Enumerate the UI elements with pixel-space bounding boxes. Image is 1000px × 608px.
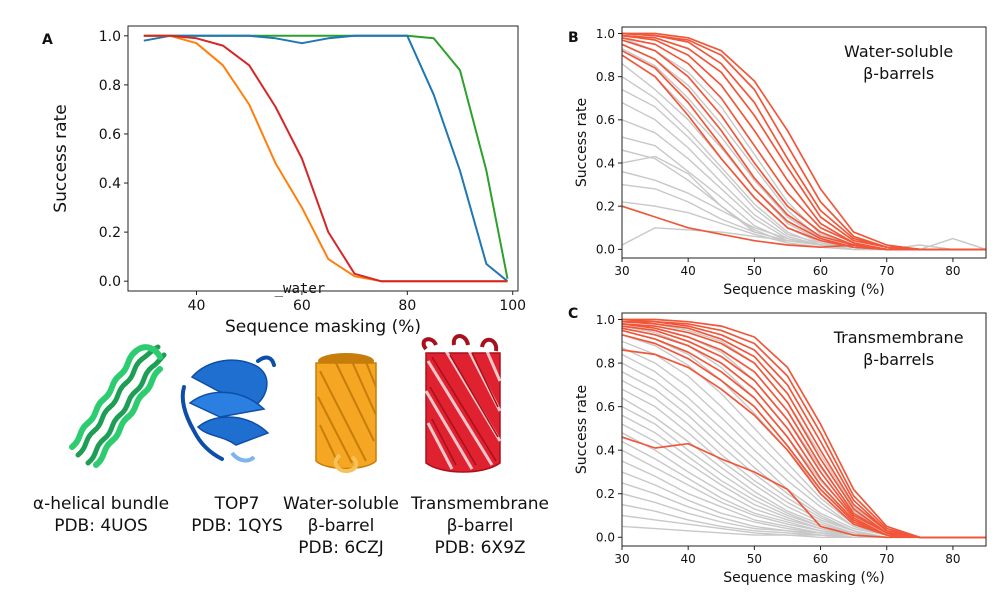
chart-title-line: β-barrels bbox=[863, 350, 934, 369]
x-tick-label: 80 bbox=[945, 552, 960, 566]
y-tick-label: 0.8 bbox=[596, 356, 615, 370]
x-tick-label: 80 bbox=[398, 298, 416, 314]
chart-title-line: Transmembrane bbox=[833, 328, 964, 347]
structure-alpha-helical-bundle-image bbox=[69, 344, 167, 468]
series-line-transmembrane-barrel bbox=[143, 34, 508, 283]
y-tick-label: 0.4 bbox=[99, 176, 121, 192]
x-tick-label: 80 bbox=[945, 264, 960, 278]
x-tick-label: 60 bbox=[293, 298, 311, 314]
caption-line: PDB: 6X9Z bbox=[434, 538, 525, 558]
x-tick-label: 30 bbox=[614, 264, 629, 278]
caption-line: α-helical bundle bbox=[33, 494, 169, 514]
y-tick-label: 1.0 bbox=[99, 29, 121, 45]
chart-c: 30 40 50 60 70 80 0.0 0.2 0.4 0.6 0.8 1.0 Sequence m… bbox=[574, 312, 987, 586]
plot-frame bbox=[621, 312, 987, 547]
y-tick-label: 0.2 bbox=[99, 225, 121, 241]
caption-line: PDB: 4UOS bbox=[54, 516, 148, 536]
chart-title-line: β-barrels bbox=[863, 64, 934, 83]
y-tick-label: 1.0 bbox=[596, 27, 615, 41]
series-line-top7 bbox=[143, 34, 509, 282]
structure-water-soluble-barrel-image bbox=[315, 353, 377, 474]
x-tick-label: 50 bbox=[747, 552, 762, 566]
y-tick-label: 1.0 bbox=[596, 313, 615, 327]
y-tick-label: 0.8 bbox=[99, 78, 121, 94]
x-tick-label: 50 bbox=[747, 264, 762, 278]
y-tick-label: 0.4 bbox=[596, 444, 615, 458]
structure-transmembrane-barrel-image bbox=[421, 334, 502, 473]
panel-letter-a: A bbox=[42, 32, 53, 48]
x-tick-label: 40 bbox=[681, 552, 696, 566]
caption-line: Water-soluble bbox=[283, 494, 399, 514]
y-tick-label: 0.8 bbox=[596, 70, 615, 84]
y-tick-label: 0.6 bbox=[596, 113, 615, 127]
x-tick-label: 100 bbox=[499, 298, 526, 314]
x-tick-label: 40 bbox=[188, 298, 206, 314]
caption-line: Transmembrane bbox=[410, 494, 549, 514]
caption-transmembrane-barrel: Transmembrane β-barrel PDB: 6X9Z bbox=[410, 494, 549, 558]
y-tick-label: 0.0 bbox=[99, 274, 121, 290]
y-tick-label: 0.2 bbox=[596, 487, 615, 501]
plot-frame bbox=[127, 25, 519, 292]
chart-title-line: Water-soluble bbox=[844, 42, 953, 61]
x-tick-label: 60 bbox=[813, 264, 828, 278]
y-tick-label: 0.6 bbox=[596, 400, 615, 414]
x-axis-label: Sequence masking (%) bbox=[723, 282, 884, 298]
x-axis-label: Sequence masking (%) bbox=[723, 570, 884, 586]
y-tick-label: 0.2 bbox=[596, 200, 615, 214]
series-line-gray-4 bbox=[622, 54, 986, 251]
y-tick-label: 0.4 bbox=[596, 156, 615, 170]
x-tick-label: 30 bbox=[614, 552, 629, 566]
plot-lines bbox=[143, 34, 509, 283]
y-axis-label: Success rate bbox=[574, 385, 590, 474]
x-axis-label: Sequence masking (%) bbox=[225, 317, 421, 337]
y-axis-label: Success rate bbox=[51, 104, 71, 212]
caption-alpha-helical-bundle: α-helical bundle PDB: 4UOS bbox=[33, 494, 169, 536]
x-tick-label: 70 bbox=[879, 264, 894, 278]
caption-line: TOP7 bbox=[214, 494, 260, 514]
chart-b: 30 40 50 60 70 80 0.0 0.2 0.4 0.6 0.8 1.0 Sequence m… bbox=[574, 26, 987, 298]
chart-annotation: _water bbox=[275, 281, 326, 297]
caption-line: PDB: 6CZJ bbox=[298, 538, 383, 558]
series-line-gray-14 bbox=[622, 183, 986, 251]
y-tick-label: 0.0 bbox=[596, 243, 615, 257]
plot-lines bbox=[622, 32, 986, 251]
x-tick-label: 70 bbox=[879, 552, 894, 566]
x-tick-label: 60 bbox=[813, 552, 828, 566]
series-line-red-12 bbox=[622, 436, 986, 539]
chart-a: 40 60 80 100 0.0 0.2 0.4 0.6 0.8 1.0 Sequence mask… bbox=[51, 25, 526, 337]
caption-line: PDB: 1QYS bbox=[191, 516, 283, 536]
series-line-water-soluble-barrel bbox=[143, 34, 508, 283]
series-line-gray-12 bbox=[622, 388, 986, 538]
panel-letter-b: B bbox=[568, 30, 579, 46]
y-tick-label: 0.0 bbox=[596, 531, 615, 545]
series-line-red-11 bbox=[622, 205, 986, 251]
series-line--helical-bundle bbox=[143, 34, 509, 279]
y-tick-label: 0.6 bbox=[99, 127, 121, 143]
series-line-red-10 bbox=[622, 54, 986, 251]
plot-lines bbox=[622, 318, 986, 539]
panel-letter-c: C bbox=[568, 306, 578, 322]
caption-top7: TOP7 PDB: 1QYS bbox=[191, 494, 283, 536]
caption-line: β-barrel bbox=[447, 516, 514, 536]
structure-top7-image bbox=[180, 355, 276, 463]
caption-line: β-barrel bbox=[308, 516, 375, 536]
plot-frame bbox=[621, 26, 987, 259]
caption-water-soluble-barrel: Water-soluble β-barrel PDB: 6CZJ bbox=[283, 494, 399, 558]
x-tick-label: 40 bbox=[681, 264, 696, 278]
y-axis-label: Success rate bbox=[574, 98, 590, 187]
